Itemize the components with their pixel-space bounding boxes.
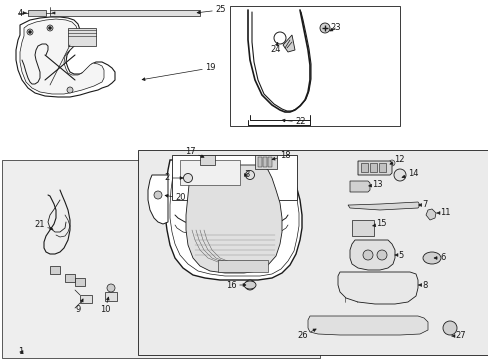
Circle shape [388, 160, 394, 166]
Bar [378, 163, 385, 172]
Text: 6: 6 [433, 253, 445, 262]
Polygon shape [425, 209, 435, 220]
Bar [2, 160, 319, 358]
Text: 7: 7 [418, 201, 427, 210]
Text: 25: 25 [197, 5, 225, 14]
Ellipse shape [422, 252, 440, 264]
Bar [360, 163, 367, 172]
Bar [263, 157, 266, 167]
Bar [75, 278, 85, 286]
Text: 24: 24 [269, 42, 280, 54]
Polygon shape [307, 316, 427, 335]
Polygon shape [20, 19, 104, 94]
Text: 17: 17 [185, 148, 203, 157]
Bar [258, 157, 262, 167]
Text: 2: 2 [164, 174, 183, 183]
Bar [172, 155, 296, 200]
Text: 20: 20 [165, 193, 185, 202]
Polygon shape [347, 202, 419, 210]
Polygon shape [148, 175, 168, 224]
Circle shape [48, 27, 51, 30]
Polygon shape [283, 35, 294, 52]
Circle shape [245, 171, 254, 180]
Circle shape [393, 169, 405, 181]
Polygon shape [349, 181, 369, 192]
Text: 13: 13 [368, 180, 382, 189]
Bar [180, 160, 240, 185]
Polygon shape [349, 240, 394, 270]
Text: 3: 3 [244, 171, 249, 180]
Polygon shape [337, 272, 417, 304]
Bar [50, 266, 60, 274]
Bar [200, 155, 215, 165]
Bar [65, 274, 75, 282]
Circle shape [67, 87, 73, 93]
Text: 4: 4 [18, 9, 26, 18]
Polygon shape [185, 165, 282, 273]
Circle shape [442, 321, 456, 335]
Circle shape [244, 280, 254, 290]
Circle shape [376, 250, 386, 260]
Text: 5: 5 [394, 251, 403, 260]
Text: 22: 22 [282, 117, 305, 126]
Bar [267, 157, 271, 167]
Bar [105, 292, 117, 301]
Text: 8: 8 [418, 280, 427, 289]
Circle shape [107, 284, 115, 292]
Circle shape [362, 250, 372, 260]
Polygon shape [357, 161, 391, 175]
Bar [218, 260, 267, 272]
Bar [28, 10, 46, 16]
Text: 10: 10 [100, 297, 110, 315]
Text: 11: 11 [436, 208, 449, 217]
Text: 27: 27 [451, 332, 465, 341]
Text: 1: 1 [18, 347, 23, 356]
Text: 23: 23 [329, 23, 340, 32]
Bar [80, 295, 92, 303]
Text: 16: 16 [226, 280, 245, 289]
Text: 26: 26 [297, 329, 315, 341]
Ellipse shape [244, 281, 256, 289]
Circle shape [47, 25, 53, 31]
Polygon shape [16, 17, 115, 97]
Text: 18: 18 [271, 152, 290, 161]
Circle shape [183, 174, 192, 183]
Text: 14: 14 [401, 170, 418, 179]
Text: 19: 19 [142, 63, 215, 81]
Bar [50, 10, 200, 16]
Bar [138, 150, 487, 355]
Circle shape [27, 29, 33, 35]
Bar [369, 163, 376, 172]
Text: 9: 9 [75, 299, 83, 315]
Text: 12: 12 [389, 156, 404, 165]
Circle shape [319, 23, 329, 33]
Bar [351, 220, 373, 236]
Circle shape [154, 191, 162, 199]
Text: 21: 21 [35, 220, 53, 230]
Bar [254, 155, 276, 169]
Polygon shape [164, 160, 302, 280]
Bar [229, 6, 399, 126]
Circle shape [28, 31, 31, 33]
Text: 15: 15 [372, 220, 386, 229]
Bar [68, 28, 96, 46]
